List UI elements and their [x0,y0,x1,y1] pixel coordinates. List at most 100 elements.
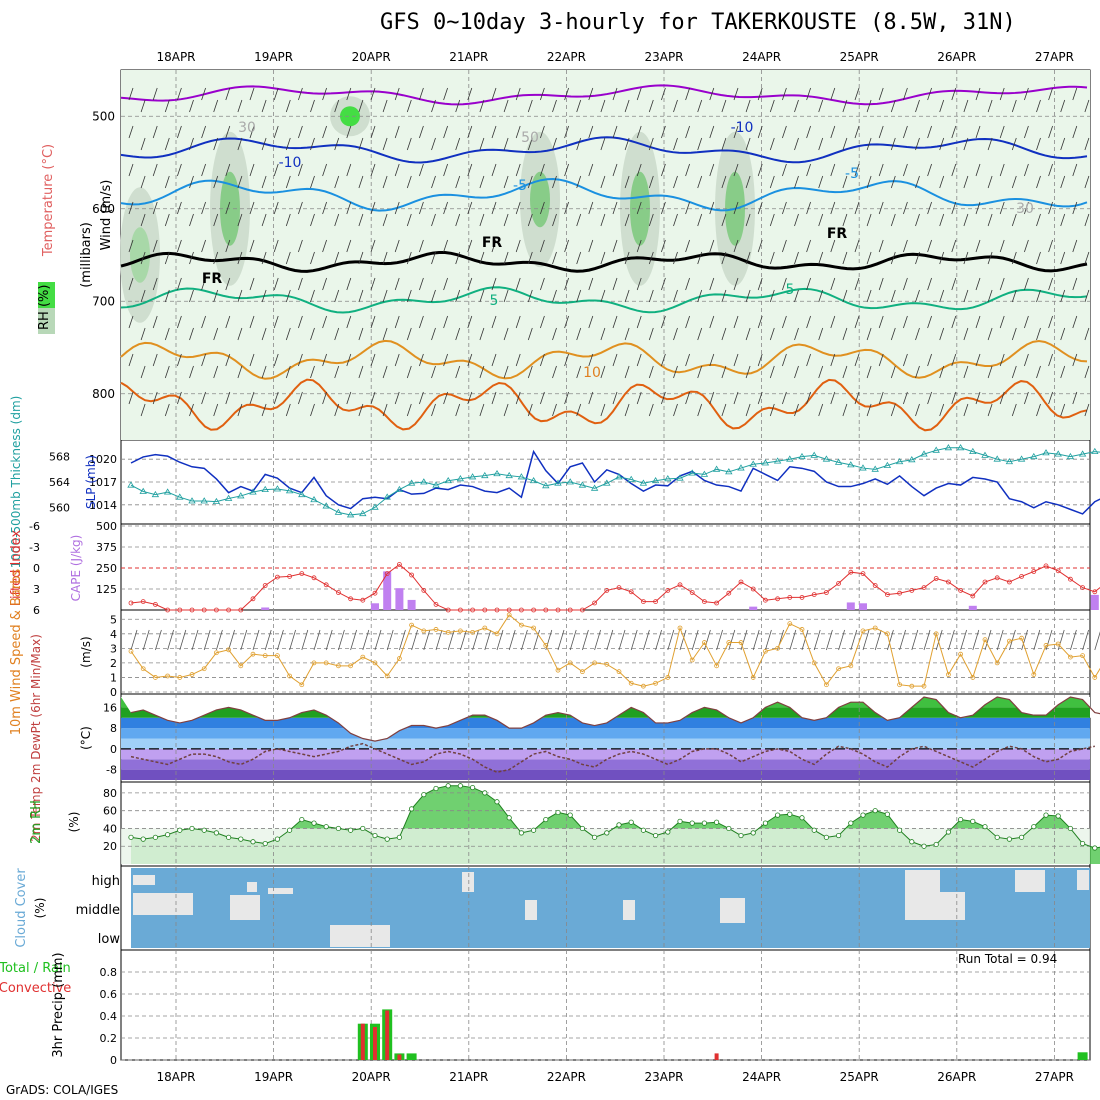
wind-barb [370,125,376,139]
wind-barb [987,175,993,189]
wind-barb [527,213,533,227]
cape-bar [968,605,977,610]
wind-barb [866,403,872,417]
wind-barb [552,365,557,379]
wind10-point [152,675,158,680]
wind-barb [527,175,533,189]
wind-barb [757,201,763,215]
wind-barb [152,125,158,139]
rh2m-point [347,827,354,833]
cloud-patch [1015,870,1045,892]
date-label-top: 23APR [644,50,683,64]
wind-barb [358,251,364,265]
wind-barb [697,289,703,303]
wind10-barb [472,629,479,651]
temp-axis-label: 2m Temp 2m DewPt (6hr Min/Max) [29,634,43,842]
wind-barb [285,251,291,265]
thickness-point [761,459,770,466]
thickness-point [127,481,135,488]
wind-barb [830,315,836,329]
precip-label-total: Total / Rain [0,961,71,976]
thickness-point [944,444,953,451]
wind-barb [1072,353,1078,367]
wind-barb [939,137,945,151]
wind10-barb [813,629,821,651]
wind-barb [164,327,170,341]
wind10-point [738,640,744,645]
cloud-patch [133,875,155,885]
wind-barb [709,353,715,367]
wind10-point [140,666,146,672]
wind-barb [769,137,775,151]
wind-barb [382,175,388,189]
wind10-barb [923,629,931,651]
wind-barb [757,163,763,177]
wind10-barb [618,629,626,651]
wind-barb [878,201,884,215]
wind-barb [878,125,884,139]
wind-barb [963,213,969,227]
wind-barb [552,403,557,417]
wind-barb [1036,213,1041,227]
rh2m-point [970,818,976,824]
cloud-patch [905,870,940,892]
wind10-barb [264,629,272,651]
wind-barb [249,353,255,367]
wind-barb [527,137,533,151]
lifted-index-point [775,596,780,602]
wind-barb [322,277,327,291]
wind-barb [358,137,364,151]
wind-barb [806,277,811,291]
wind-barb [806,87,811,101]
wind-barb [467,125,473,139]
wind-barb [1072,391,1078,405]
wind-barb [1048,315,1053,329]
wind-barb [818,289,824,303]
precip-convective-bar [385,1010,390,1060]
lifted-index-point [421,588,427,593]
lifted-index-point [921,585,927,590]
wind10-barb [716,629,723,651]
lifted-index-point [994,575,1000,581]
thickness-tick: 560 [49,501,70,514]
wind-barb [987,403,993,417]
wind-barb [878,353,884,367]
wind-barb [903,277,908,291]
wind-barb [636,125,642,139]
wind-barb [963,403,969,417]
wind-barb [261,365,267,379]
date-label-top: 26APR [937,50,976,64]
wind-barb [600,99,606,113]
wind-barb [1024,277,1029,291]
wind-barb [140,175,146,189]
rh2m-point [689,820,695,826]
wind10-point [445,629,451,635]
wind10-point [372,660,378,666]
wind-barb [443,277,448,291]
wind-barb [878,277,884,291]
precip-total-bar [1077,1052,1088,1060]
rh2m-point [848,820,854,826]
wind-barb [600,137,606,151]
wind-barb [757,87,763,101]
cape-bar [407,599,416,610]
cloud-patch [720,898,745,923]
temp-band [121,728,1090,739]
wind-barb [975,163,981,177]
wind-barb [419,391,424,405]
wind-barb [164,251,170,265]
wind-barb [515,353,521,367]
wind-barb [540,277,545,291]
wind-barb [612,277,618,291]
wind-barb [987,251,993,265]
wind-barb [588,353,594,367]
wind-barb [370,87,376,101]
precip-label-convective: Convective [0,981,71,996]
wind-barb [915,175,920,189]
thickness-point [700,470,709,477]
rh2m-point [628,819,634,825]
wind-barb [1072,201,1078,215]
lifted-index-axis-label: Lifted Index [9,529,24,606]
wind-barb [540,353,545,367]
rh2m-point [921,843,927,849]
